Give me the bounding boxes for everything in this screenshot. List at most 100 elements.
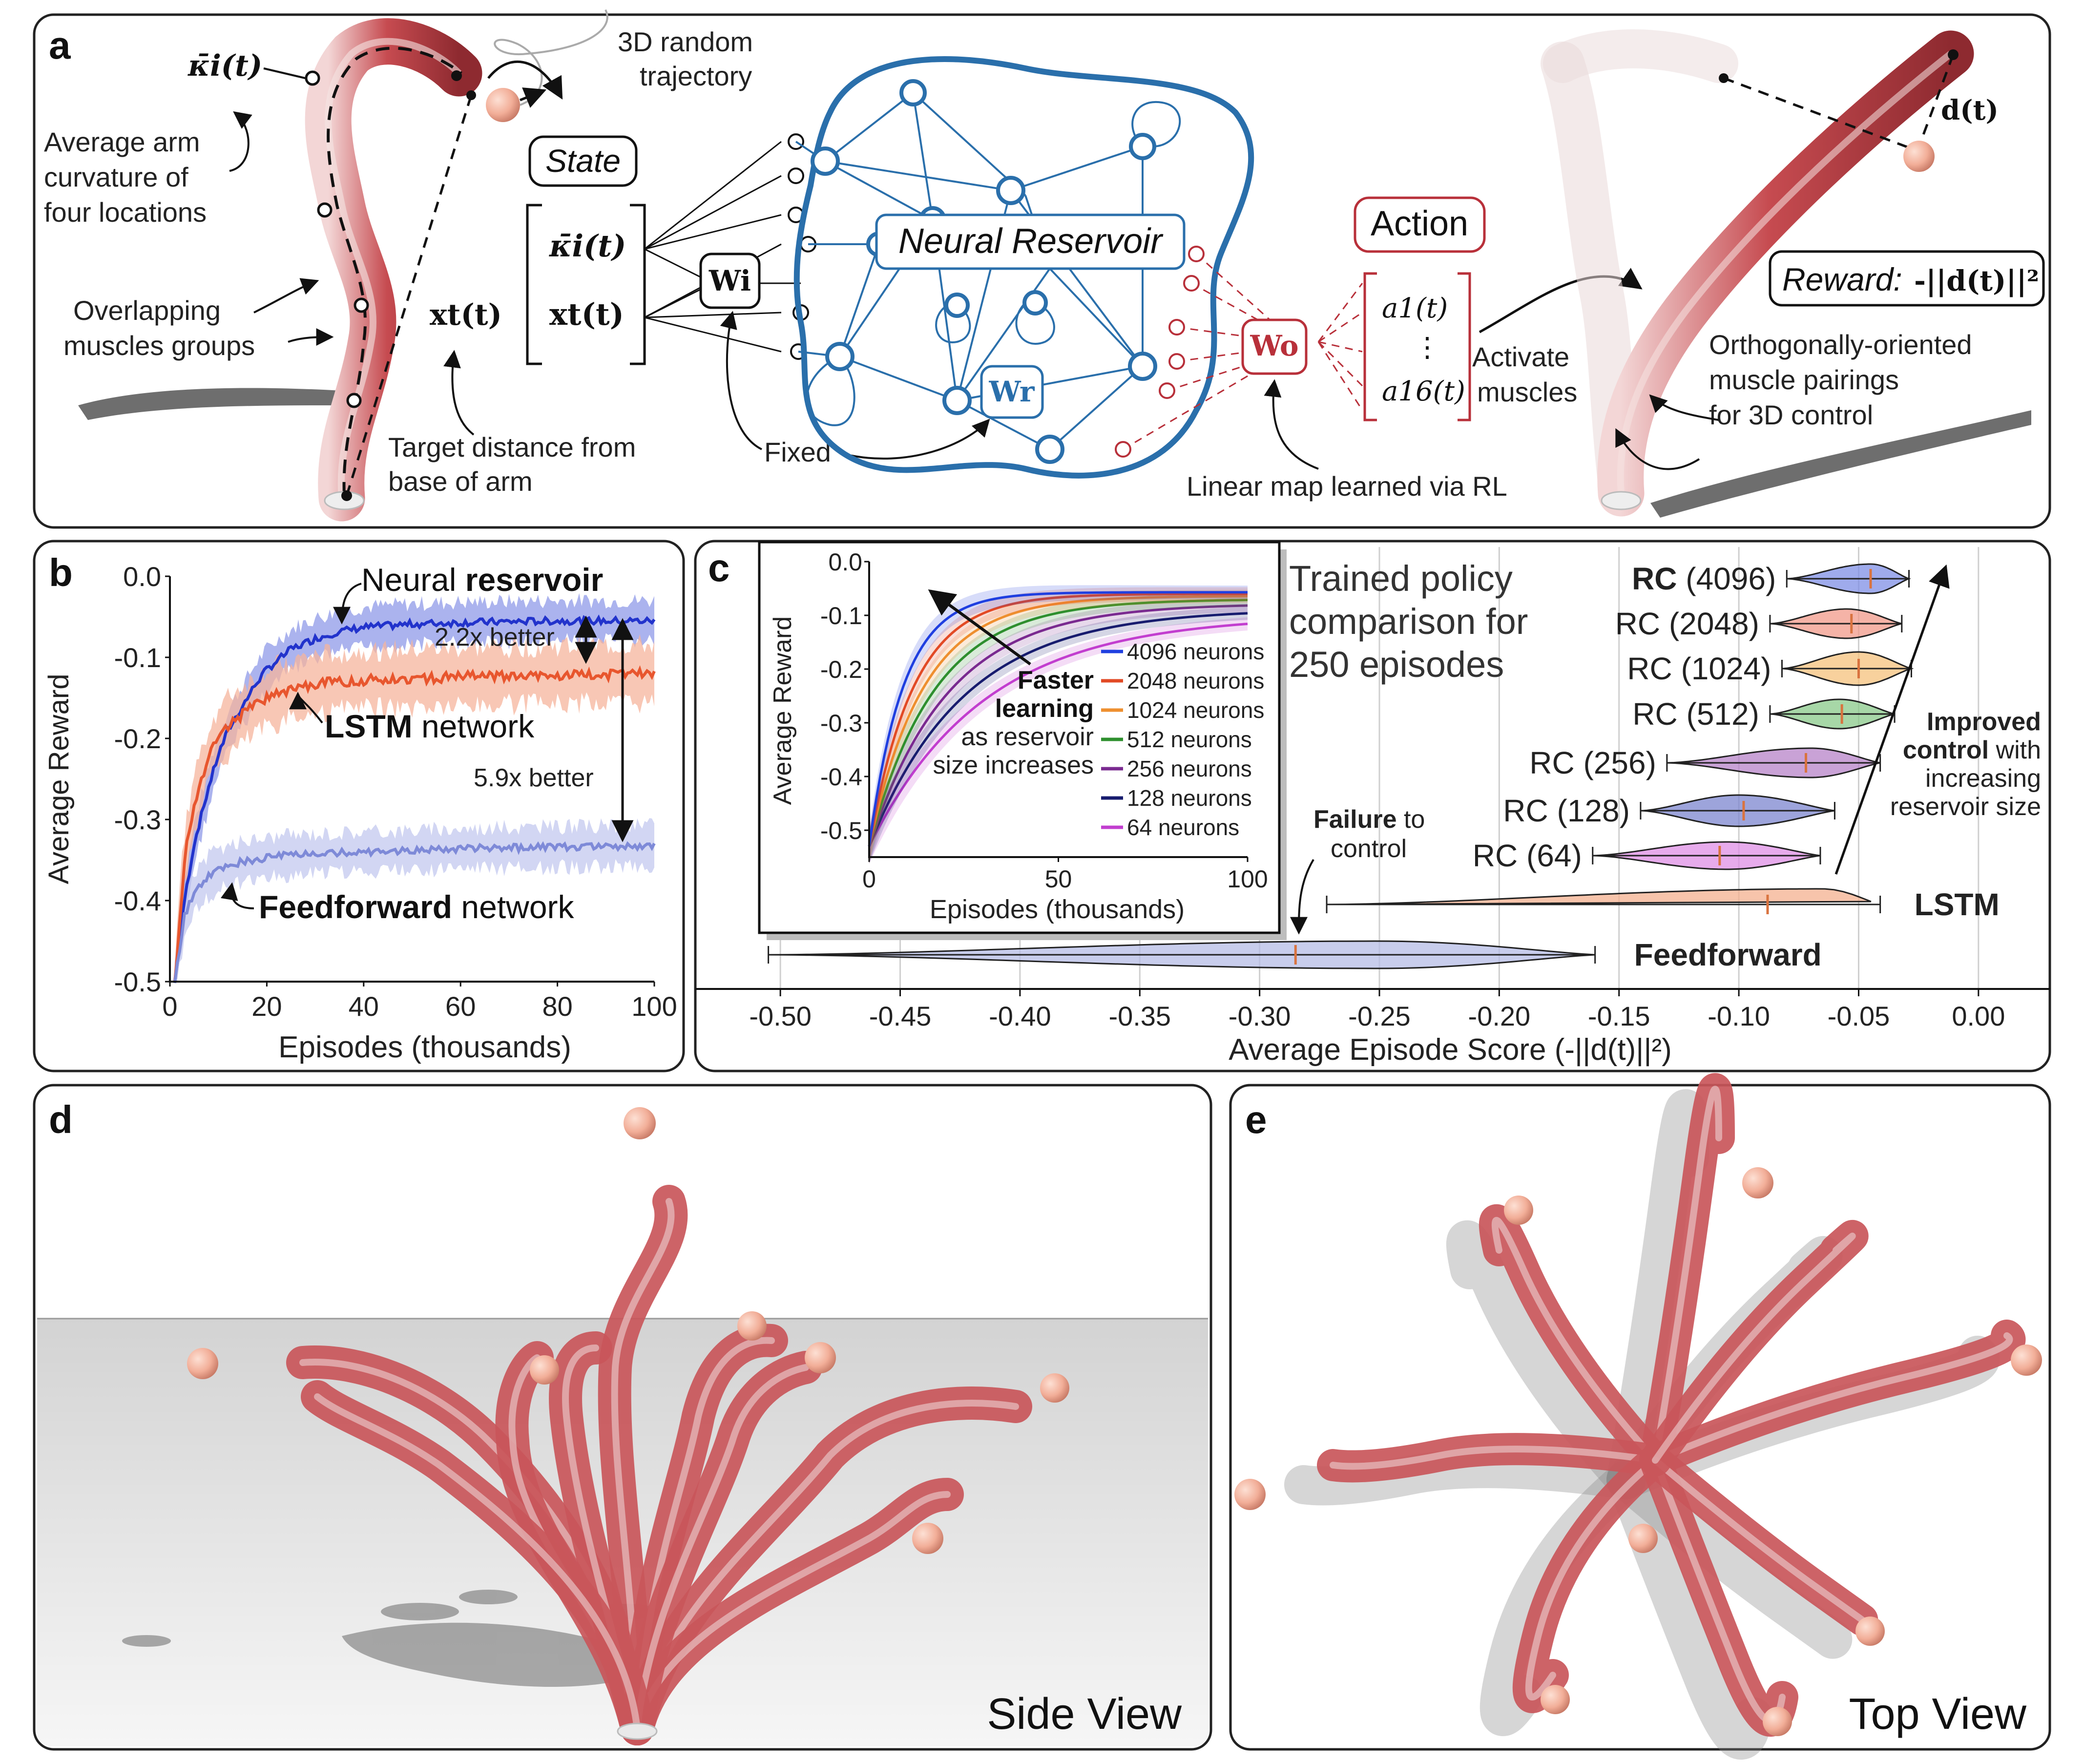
ci-band <box>869 593 1248 864</box>
side-arm-highlight <box>314 1393 641 1732</box>
c-violin-extra: (1024) <box>1672 651 1771 686</box>
b-xlabel: Episodes (thousands) <box>278 1030 571 1064</box>
b-line-0 <box>173 614 656 982</box>
arm-shadow-left <box>78 388 342 420</box>
ci-band <box>869 617 1248 864</box>
ci-xtick-label: 0 <box>862 865 876 893</box>
b-xtick-label: 20 <box>251 991 282 1022</box>
c-violin-label-5: RC (128) <box>1503 793 1630 828</box>
activate-line2: muscles <box>1477 377 1577 407</box>
b-ann-22: 2.2x better <box>435 623 555 651</box>
c-faster-3: as reservoir <box>961 723 1094 751</box>
d-vector-line <box>1917 54 1955 147</box>
b-ytick-label: -0.5 <box>114 966 162 997</box>
ci-line <box>868 604 1248 847</box>
ci-ytick-label: -0.5 <box>820 817 862 844</box>
c-violin-label-3: RC (512) <box>1632 696 1759 732</box>
dt-label: d(t) <box>1941 94 1999 126</box>
b-ylabel: Average Reward <box>43 674 75 884</box>
action-box <box>1354 196 1486 253</box>
ci-line <box>868 599 1248 847</box>
target-sphere <box>1234 1479 1266 1510</box>
ci-ytick-label: -0.1 <box>820 602 862 630</box>
panel-letter-d: d <box>49 1098 73 1141</box>
goal-point <box>1719 73 1729 83</box>
ci-xtick-label: 50 <box>1045 865 1072 893</box>
action-label: Action <box>1371 204 1468 243</box>
side-arms <box>286 1185 1032 1745</box>
wo-label: Wo <box>1250 329 1298 362</box>
reservoir-boundary <box>793 56 1254 479</box>
b-axes <box>169 576 654 983</box>
c-xtick-label: -0.45 <box>869 1001 932 1031</box>
xt-label: xt(t) <box>430 298 502 332</box>
state-bracket-left <box>526 204 542 365</box>
c-violin-label-4: RC (256) <box>1529 745 1656 780</box>
target-arrow <box>443 350 475 436</box>
c-failure-arrow <box>1290 859 1314 935</box>
curvature-point <box>354 297 369 313</box>
c-violin-label-2: RC (1024) <box>1627 651 1771 686</box>
c-xtick-label: -0.30 <box>1229 1001 1291 1031</box>
trajectory-curve <box>494 9 608 106</box>
state-arrow <box>487 60 563 100</box>
c-improved-bc: control with <box>1903 736 2041 764</box>
b-band-0 <box>174 593 654 982</box>
target-sphere <box>187 1348 218 1379</box>
b-series-lines <box>173 614 656 984</box>
c-inset-lines <box>868 585 1248 864</box>
reservoir-label: Neural Reservoir <box>898 222 1164 261</box>
action-vector-a1: a1(t) <box>1382 293 1448 324</box>
b-ytick-label: -0.2 <box>114 723 162 754</box>
b-xtick-label: 0 <box>162 991 177 1022</box>
c-xtick-label: -0.50 <box>749 1001 812 1031</box>
ci-line <box>868 592 1248 847</box>
ci-legend-label: 2048 neurons <box>1127 668 1264 693</box>
action-vector-a16: a16(t) <box>1382 376 1465 407</box>
side-targets <box>187 1107 1069 1554</box>
ci-xtick-label: 100 <box>1227 865 1268 893</box>
target-point <box>466 90 476 100</box>
c-violin-label-1: RC (2048) <box>1615 606 1759 641</box>
ci-ytick-label: -0.4 <box>820 763 862 791</box>
linear-map-label: Linear map learned via RL <box>1187 471 1507 502</box>
c-violin-extra: (2048) <box>1660 606 1759 641</box>
c-violin-extra: (64) <box>1518 838 1582 873</box>
panel-d: Side View <box>37 1107 1208 1746</box>
wo-box <box>1241 318 1308 375</box>
action-bracket-left <box>1363 272 1377 421</box>
fixed-arrow-wr <box>844 419 990 460</box>
c-improved-d: increasing <box>1925 764 2041 793</box>
ortho-line3: for 3D control <box>1709 399 1873 430</box>
panel-e-frame <box>1229 1084 2051 1751</box>
b-xtick-label: 80 <box>542 991 572 1022</box>
c-improved-c: with <box>1989 736 2041 764</box>
ortho-line2: muscle pairings <box>1709 364 1899 395</box>
side-arm-base <box>617 1722 658 1740</box>
panel-a: κ̄i(t) Average arm curvature of four loc… <box>44 9 2045 522</box>
c-faster-4: size increases <box>933 751 1094 779</box>
target-sphere <box>1541 1685 1570 1714</box>
c-improved-arrow <box>1834 564 1950 875</box>
b-xtick-label: 40 <box>349 991 379 1022</box>
target-sphere <box>1763 1707 1792 1736</box>
c-xtick-label: -0.05 <box>1828 1001 1890 1031</box>
wr-box <box>980 365 1044 419</box>
target-sphere <box>530 1355 559 1385</box>
c-violin-name: RC <box>1529 745 1574 780</box>
c-failure-c: control <box>1331 835 1407 863</box>
c-violin-label-0: RC (4096) <box>1632 561 1776 596</box>
reward-box <box>1769 250 2045 307</box>
c-failure-ann: Failure to <box>1313 805 1425 834</box>
panel-letter-b: b <box>49 551 73 594</box>
target-sphere <box>1903 141 1935 172</box>
state-bracket-right <box>630 204 646 365</box>
activate-line1: Activate <box>1472 341 1569 372</box>
c-inset-xlabel: Episodes (thousands) <box>930 895 1185 924</box>
b-line-2 <box>173 841 656 984</box>
wi-label: Wi <box>709 264 751 297</box>
action-vector-dots: ⋮ <box>1414 332 1441 363</box>
ci-line <box>868 612 1248 847</box>
ortho-arrow <box>1615 428 1700 470</box>
d-vector-line <box>1723 77 1919 153</box>
